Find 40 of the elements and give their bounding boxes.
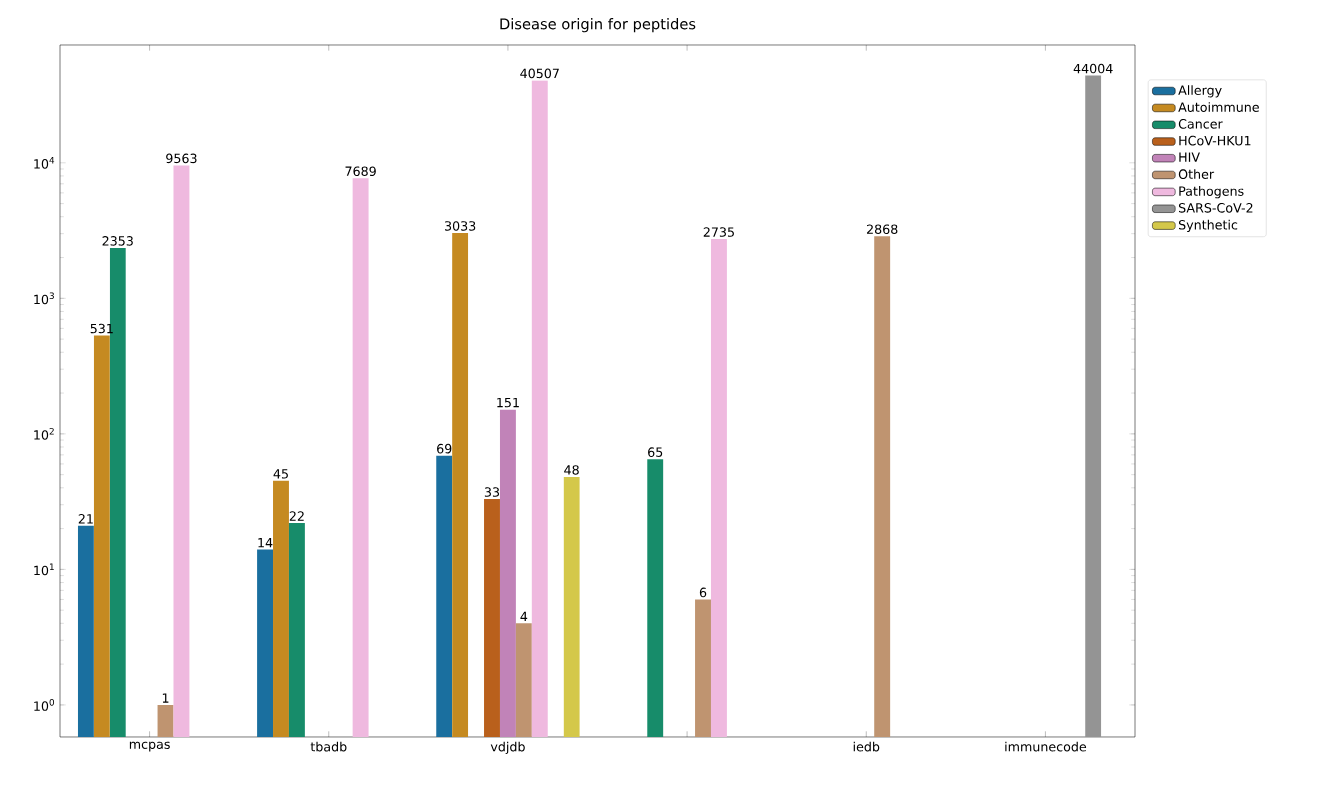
data-label: 1 [162, 693, 169, 703]
y-tick-label: 10$^{0}$ [34, 698, 55, 711]
y-tick-label: 10$^{4}$ [34, 156, 55, 169]
legend-label: HIV [1179, 152, 1200, 162]
legend-label: HCoV-HKU1 [1179, 135, 1251, 146]
data-label: 7689 [345, 166, 376, 177]
y-tick-label: 10$^{1}$ [34, 563, 54, 576]
data-label: 33 [484, 487, 500, 497]
chart-title: Disease origin for peptides [500, 18, 696, 33]
x-tick-label: tbadb [310, 741, 347, 752]
data-label: 69 [437, 443, 452, 454]
data-label: 21 [78, 514, 93, 524]
data-label: 9563 [166, 153, 197, 164]
data-label: 3033 [444, 221, 476, 231]
legend-label: Other [1178, 169, 1215, 179]
x-tick-label: mcpas [129, 741, 170, 752]
data-label: 2868 [866, 224, 898, 235]
legend-label: Autoimmune [1178, 102, 1259, 112]
legend-label: Pathogens [1179, 186, 1244, 199]
data-label: 2353 [102, 236, 133, 246]
y-tick-label: 10$^{2}$ [34, 427, 54, 440]
data-label: 44004 [1073, 63, 1113, 74]
legend-label: SARS-CoV-2 [1178, 203, 1253, 213]
x-tick-label: vdjdb [490, 741, 525, 754]
data-label: 45 [273, 469, 288, 479]
data-label: 48 [564, 465, 579, 475]
legend-label: Synthetic [1178, 219, 1238, 233]
y-tick-label: 10$^{3}$ [34, 292, 54, 305]
data-label: 2735 [703, 227, 734, 237]
x-tick-label: iedb [853, 741, 880, 752]
data-label: 40507 [520, 68, 559, 79]
legend-label: Allergy [1178, 85, 1222, 98]
data-label: 6 [699, 587, 707, 598]
data-label: 22 [289, 511, 304, 521]
legend-label: Cancer [1178, 119, 1223, 129]
data-label: 14 [258, 538, 273, 548]
data-label: 4 [520, 611, 528, 622]
x-tick-label: immunecode [1005, 741, 1087, 752]
data-label: 151 [497, 397, 519, 408]
data-label: 65 [648, 447, 663, 457]
